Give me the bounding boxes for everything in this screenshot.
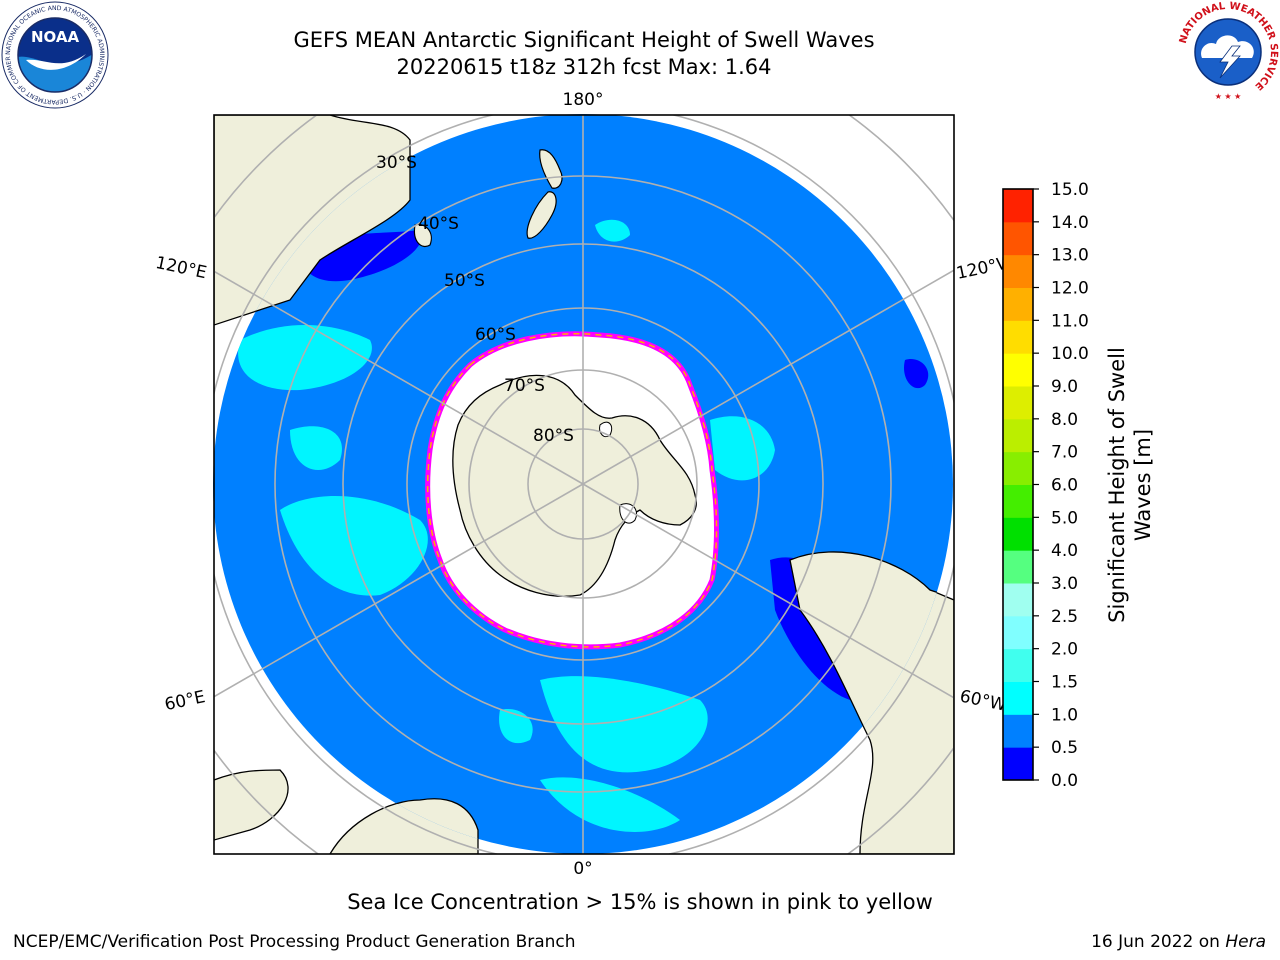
colorbar-segment [1003, 484, 1033, 518]
lat-label-70s: 70°S [504, 376, 545, 396]
colorbar-segment [1003, 550, 1033, 584]
colorbar-tick-label: 14.0 [1051, 213, 1089, 233]
colorbar-segment [1003, 517, 1033, 551]
map-frame [213, 114, 955, 855]
lon-label-0: 0° [573, 859, 592, 879]
svg-text:★ ★ ★: ★ ★ ★ [1215, 92, 1242, 101]
colorbar-segment [1003, 648, 1033, 682]
footer-credit: NCEP/EMC/Verification Post Processing Pr… [13, 932, 576, 952]
lat-label-50s: 50°S [444, 271, 485, 291]
colorbar-segment [1003, 615, 1033, 650]
colorbar-tick-label: 15.0 [1051, 180, 1089, 200]
colorbar-segment [1003, 451, 1033, 485]
new-zealand [526, 149, 563, 239]
colorbar-tick-label: 2.5 [1051, 607, 1078, 627]
footer-date: 16 Jun 2022 on Hera [1091, 932, 1266, 952]
noaa-logo-text: NOAA [31, 28, 80, 46]
lon-label-120e: 120°E [154, 253, 209, 283]
graticule [214, 115, 954, 854]
colorbar-segment [1003, 681, 1033, 715]
antarctica [452, 374, 697, 597]
sea-ice-note: Sea Ice Concentration > 15% is shown in … [347, 890, 933, 914]
colorbar-segment [1003, 254, 1033, 288]
lat-label-40s: 40°S [418, 214, 459, 234]
nws-logo: NATIONAL WEATHER SERVICE ★ ★ ★ [1178, 1, 1279, 102]
colorbar-tick-label: 12.0 [1051, 279, 1089, 299]
colorbar-segment [1003, 583, 1033, 617]
colorbar-tick-label: 13.0 [1051, 246, 1089, 266]
lat-label-80s: 80°S [533, 426, 574, 446]
colorbar-ticks: 0.0 0.5 1.0 1.5 2.0 2.5 3.0 4.0 5.0 6.0 7.0 8.0 9.0 1… [1033, 180, 1089, 791]
colorbar-tick-label: 6.0 [1051, 476, 1078, 496]
lat-label-30s: 30°S [376, 153, 417, 173]
footer-date-text: 16 Jun 2022 on [1091, 932, 1226, 952]
colorbar-tick-label: 9.0 [1051, 377, 1078, 397]
swell-low-region [904, 359, 929, 389]
colorbar-tick-label: 1.5 [1051, 673, 1078, 693]
colorbar-segment [1003, 320, 1033, 354]
footer-host: Hera [1225, 932, 1266, 952]
colorbar-segment [1003, 714, 1033, 748]
colorbar-segment [1003, 287, 1033, 321]
colorbar-tick-label: 0.0 [1051, 771, 1078, 791]
lat-label-60s: 60°S [475, 325, 516, 345]
colorbar-segment [1003, 418, 1033, 453]
colorbar-segment [1003, 353, 1033, 387]
colorbar-segment [1003, 221, 1033, 256]
sea-ice-edge [426, 333, 718, 648]
colorbar-tick-label: 7.0 [1051, 443, 1078, 463]
colorbar-label-line2: Waves [m] [1131, 429, 1155, 541]
colorbar-label-line1: Significant Height of Swell [1105, 347, 1129, 623]
colorbar-tick-label: 1.0 [1051, 705, 1078, 725]
colorbar-segment [1003, 189, 1033, 223]
tasmania [413, 223, 432, 247]
colorbar-segment [1003, 747, 1033, 781]
colorbar-tick-label: 0.5 [1051, 738, 1078, 758]
colorbar-tick-label: 5.0 [1051, 508, 1078, 528]
swell-high-patches [238, 219, 775, 832]
colorbar-tick-label: 11.0 [1051, 311, 1089, 331]
lon-label-180: 180° [563, 90, 604, 110]
chart-title: GEFS MEAN Antarctic Significant Height o… [293, 28, 875, 52]
colorbar-segment [1003, 386, 1033, 420]
colorbar-tick-label: 8.0 [1051, 410, 1078, 430]
chart-subtitle: 20220615 t18z 312h fcst Max: 1.64 [396, 55, 772, 79]
colorbar [1003, 189, 1033, 781]
lon-label-60e: 60°E [163, 687, 207, 715]
colorbar-tick-label: 2.0 [1051, 640, 1078, 660]
lon-label-60w: 60°W [958, 686, 1008, 715]
noaa-logo: NATIONAL OCEANIC AND ATMOSPHERIC ADMINIS… [0, 0, 109, 109]
colorbar-tick-label: 4.0 [1051, 541, 1078, 561]
colorbar-tick-label: 10.0 [1051, 344, 1089, 364]
colorbar-tick-label: 3.0 [1051, 574, 1078, 594]
